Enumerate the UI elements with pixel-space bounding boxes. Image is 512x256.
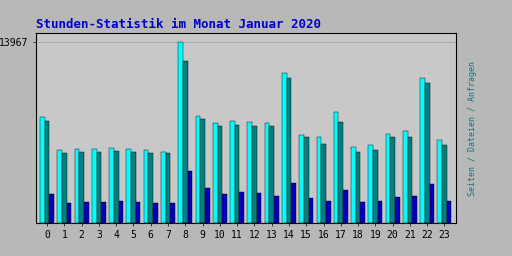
Bar bbox=[49, 194, 54, 223]
Bar bbox=[360, 202, 365, 223]
Bar bbox=[343, 190, 348, 223]
Bar bbox=[287, 78, 291, 223]
Bar bbox=[213, 123, 218, 223]
Bar bbox=[79, 152, 84, 223]
Text: Stunden-Statistik im Monat Januar 2020: Stunden-Statistik im Monat Januar 2020 bbox=[36, 18, 321, 31]
Bar bbox=[144, 150, 148, 223]
Bar bbox=[178, 42, 183, 223]
Bar bbox=[109, 148, 114, 223]
Bar bbox=[126, 149, 131, 223]
Bar bbox=[252, 126, 257, 223]
Bar bbox=[447, 201, 452, 223]
Bar bbox=[299, 135, 304, 223]
Bar bbox=[161, 152, 166, 223]
Bar bbox=[97, 152, 101, 223]
Bar bbox=[218, 126, 222, 223]
Bar bbox=[304, 137, 309, 223]
Bar bbox=[118, 201, 123, 223]
Bar bbox=[274, 196, 279, 223]
Bar bbox=[240, 192, 244, 223]
Bar bbox=[321, 144, 326, 223]
Bar bbox=[131, 152, 136, 223]
Bar bbox=[257, 193, 262, 223]
Bar bbox=[265, 123, 269, 223]
Bar bbox=[368, 145, 373, 223]
Bar bbox=[412, 196, 417, 223]
Bar bbox=[390, 137, 395, 223]
Bar bbox=[425, 83, 430, 223]
Bar bbox=[247, 122, 252, 223]
Bar bbox=[114, 151, 118, 223]
Bar bbox=[75, 149, 79, 223]
Bar bbox=[235, 125, 240, 223]
Bar bbox=[269, 126, 274, 223]
Bar bbox=[420, 78, 425, 223]
Bar bbox=[187, 171, 193, 223]
Bar bbox=[403, 131, 408, 223]
Bar bbox=[153, 203, 158, 223]
Bar bbox=[222, 194, 227, 223]
Bar bbox=[67, 203, 71, 223]
Bar bbox=[437, 140, 442, 223]
Bar bbox=[62, 153, 67, 223]
Bar bbox=[334, 112, 338, 223]
Bar bbox=[282, 73, 287, 223]
Bar bbox=[291, 183, 296, 223]
Bar bbox=[148, 153, 153, 223]
Bar bbox=[136, 202, 140, 223]
Bar bbox=[351, 146, 356, 223]
Bar bbox=[45, 121, 49, 223]
Bar bbox=[92, 149, 97, 223]
Bar bbox=[408, 137, 412, 223]
Bar bbox=[373, 150, 378, 223]
Bar bbox=[205, 188, 209, 223]
Bar bbox=[338, 122, 343, 223]
Bar bbox=[378, 201, 382, 223]
Bar bbox=[170, 203, 175, 223]
Bar bbox=[101, 202, 106, 223]
Bar bbox=[40, 117, 45, 223]
Bar bbox=[84, 202, 89, 223]
Bar bbox=[200, 119, 205, 223]
Bar bbox=[356, 152, 360, 223]
Bar bbox=[430, 184, 434, 223]
Bar bbox=[230, 121, 235, 223]
Bar bbox=[442, 145, 447, 223]
Bar bbox=[395, 197, 399, 223]
Bar bbox=[196, 115, 200, 223]
Bar bbox=[316, 137, 321, 223]
Bar bbox=[386, 134, 390, 223]
Bar bbox=[309, 198, 313, 223]
Bar bbox=[166, 153, 170, 223]
Text: Seiten / Dateien / Anfragen: Seiten / Dateien / Anfragen bbox=[468, 60, 478, 196]
Bar bbox=[57, 150, 62, 223]
Bar bbox=[183, 61, 187, 223]
Bar bbox=[326, 201, 331, 223]
